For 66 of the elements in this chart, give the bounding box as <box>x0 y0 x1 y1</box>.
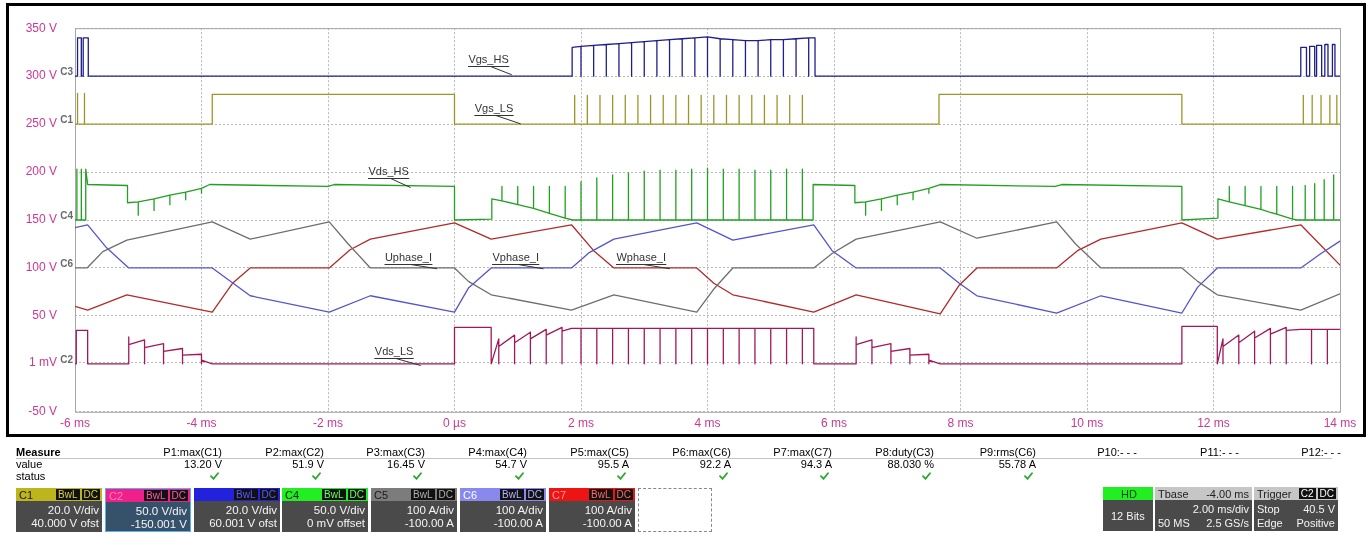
text: C2 <box>60 353 74 365</box>
text: P9:rms(C6) <box>979 446 1036 458</box>
text: value <box>16 458 43 470</box>
x-tick-label: 4 ms <box>694 416 721 431</box>
text: C1 <box>60 113 74 125</box>
acquisition-panel: HD 12 Bits <box>1103 487 1153 531</box>
text: C6 <box>60 257 74 269</box>
text: status <box>16 470 46 482</box>
x-tick-label: 2 ms <box>567 416 595 431</box>
text: 54.7 V <box>495 458 527 470</box>
y-tick-label: -50 V <box>28 404 57 419</box>
y-tick-label: 50 V <box>32 308 57 323</box>
text: 95.5 A <box>597 458 629 470</box>
y-tick-label: 200 V <box>25 164 57 179</box>
text: P3:max(C3) <box>366 446 425 458</box>
y-tick-label: 300 V <box>25 68 57 83</box>
text: C4 <box>60 209 74 221</box>
text: P10:- - - <box>1097 446 1137 458</box>
channel-panel: C6 BwL DC 100 A/div -100.00 A <box>460 488 546 532</box>
text: P7:max(C7) <box>773 446 832 458</box>
y-tick-label: 1 mV <box>28 355 57 370</box>
y-tick-label: 250 V <box>25 116 57 131</box>
text: 16.45 V <box>387 458 425 470</box>
text: 88.030 % <box>887 458 934 470</box>
trigger-panel: Trigger C2 DC Stop 40.5 V Edge Positive <box>1254 487 1338 531</box>
series-label: Vphase_I <box>492 250 539 263</box>
x-tick-label: 12 ms <box>1197 416 1230 431</box>
text: P4:max(C4) <box>468 446 527 458</box>
x-tick-label: -4 ms <box>186 416 217 431</box>
text: P2:max(C2) <box>265 446 324 458</box>
text: 92.2 A <box>699 458 731 470</box>
channel-panel: C2 BwL DC 50.0 V/div -150.001 V <box>105 488 191 532</box>
series-label: Vgs_HS <box>468 53 509 66</box>
text: 94.3 A <box>800 458 832 470</box>
text: P1:max(C1) <box>163 446 222 458</box>
channel-panel: C7 BwL DC 100 A/div -100.00 A <box>549 488 635 532</box>
x-tick-label: 8 ms <box>947 416 974 431</box>
x-tick-label: -6 ms <box>60 416 90 431</box>
series-label: Vds_LS <box>374 345 414 358</box>
x-tick-label: 14 ms <box>1323 416 1357 431</box>
text: Measure <box>16 446 61 458</box>
x-tick-label: 10 ms <box>1070 416 1104 431</box>
y-tick-label: 100 V <box>25 260 57 275</box>
series-label: Vgs_LS <box>474 102 514 115</box>
text: 55.78 A <box>998 458 1036 470</box>
channel-panel: BwL DC 20.0 V/div 60.001 V ofst <box>194 488 280 532</box>
series-label: Uphase_I <box>384 250 433 263</box>
text: P8:duty(C3) <box>875 446 934 458</box>
text: P5:max(C5) <box>570 446 629 458</box>
channel-panel: C1 BwL DC 20.0 V/div 40.000 V ofst <box>16 488 102 532</box>
x-tick-label: -2 ms <box>313 416 343 431</box>
text: P6:max(C6) <box>672 446 731 458</box>
text: 51.9 V <box>292 458 324 470</box>
y-tick-label: 350 V <box>25 20 57 35</box>
timebase-panel: Tbase -4.00 ms 2.00 ms/div 50 MS 2.5 GS/s <box>1155 487 1252 531</box>
x-tick-label: 6 ms <box>820 416 848 431</box>
text: 13.20 V <box>184 458 222 470</box>
text: P11:- - - <box>1200 446 1239 458</box>
series-label: Vds_HS <box>368 165 409 178</box>
series-label: Wphase_I <box>616 250 666 263</box>
x-tick-label: 0 µs <box>443 416 466 431</box>
y-tick-label: 150 V <box>25 212 57 227</box>
text: C3 <box>60 65 74 77</box>
channel-panel: C4 BwL DC 50.0 V/div 0 mV offset <box>282 488 368 532</box>
channel-panel: C5 BwL DC 100 A/div -100.00 A <box>371 488 457 532</box>
text: P12:- - - <box>1301 446 1341 458</box>
